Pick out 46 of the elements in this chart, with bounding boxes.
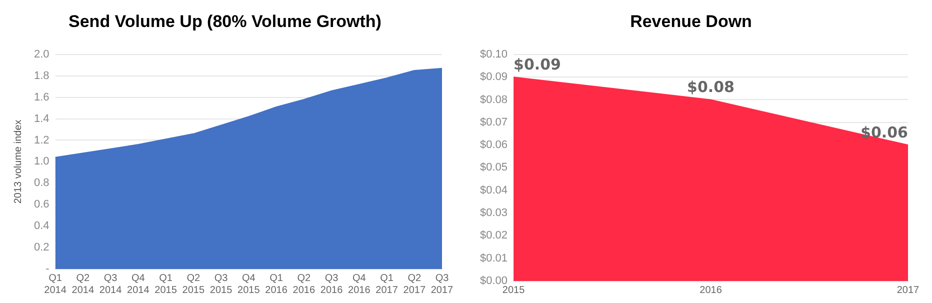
x-tick-label: Q2 2015 — [182, 272, 205, 296]
x-tick-label: Q1 2017 — [376, 272, 398, 296]
chart-title: Revenue Down — [630, 12, 752, 31]
y-tick-label: $0.01 — [480, 252, 508, 264]
y-tick-label: $0.02 — [480, 230, 508, 242]
y-tick-label: $0.00 — [480, 275, 508, 288]
x-tick-label: Q4 2015 — [238, 272, 260, 296]
y-axis-title: 2013 volume index — [12, 120, 24, 204]
y-tick-label: $0.08 — [480, 94, 508, 106]
y-tick-label: $0.04 — [480, 184, 508, 196]
y-tick-label: 1.8 — [34, 70, 50, 82]
x-tick-label: Q1 2015 — [154, 272, 178, 296]
y-tick-label: 0.2 — [34, 242, 50, 254]
y-tick-label: 1.4 — [34, 112, 50, 125]
x-tick-label: 2017 — [896, 284, 920, 296]
y-tick-label: 2.0 — [34, 48, 50, 60]
x-tick-label: Q1 2014 — [44, 272, 67, 296]
x-tick-label: Q3 2016 — [320, 272, 344, 296]
data-label: $0.08 — [687, 78, 734, 96]
x-tick-label: Q2 2014 — [72, 272, 94, 296]
y-tick-label: $0.03 — [480, 207, 508, 220]
y-tick-label: $0.06 — [480, 139, 508, 152]
x-tick-label: Q3 2017 — [430, 272, 454, 296]
y-tick-label: - — [46, 263, 50, 276]
y-tick-label: $0.09 — [480, 71, 508, 84]
y-tick-label: $0.10 — [480, 48, 508, 60]
y-tick-label: $0.05 — [480, 162, 508, 174]
y-tick-label: $0.07 — [480, 116, 508, 128]
x-tick-label: Q4 2014 — [127, 272, 150, 296]
y-tick-label: 1.0 — [34, 156, 50, 168]
y-tick-label: 1.6 — [34, 91, 50, 104]
x-tick-label: Q2 2016 — [292, 272, 316, 296]
x-tick-label: Q3 2015 — [210, 272, 233, 296]
y-tick-label: 1.2 — [34, 134, 50, 146]
x-tick-label: 2016 — [700, 284, 722, 296]
x-tick-label: Q3 2014 — [99, 272, 122, 296]
y-tick-label: 0.8 — [34, 177, 50, 190]
y-tick-label: 0.4 — [34, 220, 50, 232]
x-tick-label: Q2 2017 — [403, 272, 426, 296]
y-tick-label: 0.6 — [34, 198, 50, 211]
data-label: $0.09 — [514, 55, 561, 74]
x-tick-label: Q4 2016 — [348, 272, 371, 296]
data-label: $0.06 — [860, 123, 908, 142]
x-tick-label: Q1 2016 — [265, 272, 288, 296]
chart-title: Send Volume Up (80% Volume Growth) — [68, 12, 382, 31]
x-tick-label: 2015 — [502, 284, 526, 296]
